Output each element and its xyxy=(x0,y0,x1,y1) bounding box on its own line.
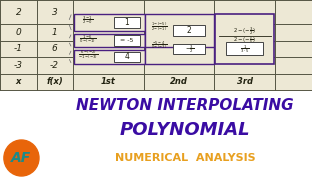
Bar xyxy=(0,0,312,90)
Text: POLYNOMIAL: POLYNOMIAL xyxy=(120,121,251,139)
Text: 2: 2 xyxy=(16,8,21,17)
FancyBboxPatch shape xyxy=(114,52,140,62)
FancyBboxPatch shape xyxy=(215,14,275,64)
Text: $\frac{6-(-2)}{-1-(-3)}$: $\frac{6-(-2)}{-1-(-3)}$ xyxy=(78,48,98,60)
FancyBboxPatch shape xyxy=(114,17,140,28)
Text: NUMERICAL  ANALYSIS: NUMERICAL ANALYSIS xyxy=(115,153,256,163)
Text: 2nd: 2nd xyxy=(171,77,188,86)
Text: f(x): f(x) xyxy=(46,77,63,86)
Text: 1st: 1st xyxy=(101,77,116,86)
Text: 3: 3 xyxy=(52,8,58,17)
Text: $\frac{1-(-5)}{2-(-1)}$: $\frac{1-(-5)}{2-(-1)}$ xyxy=(151,21,167,32)
FancyBboxPatch shape xyxy=(145,14,214,47)
Text: 1: 1 xyxy=(124,18,129,27)
Text: $\frac{1}{3\cdot5}$: $\frac{1}{3\cdot5}$ xyxy=(240,43,250,55)
Text: NEWTON INTERPOLATING: NEWTON INTERPOLATING xyxy=(76,98,294,112)
Text: 1: 1 xyxy=(52,28,58,37)
FancyBboxPatch shape xyxy=(114,35,140,46)
Text: $2-(-\frac{3}{2})$: $2-(-\frac{3}{2})$ xyxy=(233,25,256,37)
Text: $\frac{1-6}{0-(-1)}$: $\frac{1-6}{0-(-1)}$ xyxy=(79,33,96,44)
Text: -3: -3 xyxy=(14,61,23,70)
Text: = -5: = -5 xyxy=(120,38,133,43)
Text: 4: 4 xyxy=(124,52,129,61)
Text: 0: 0 xyxy=(16,28,21,37)
FancyBboxPatch shape xyxy=(74,50,145,64)
FancyBboxPatch shape xyxy=(226,42,263,55)
Text: $-\frac{3}{2}$: $-\frac{3}{2}$ xyxy=(185,43,194,55)
Text: 3rd: 3rd xyxy=(237,77,253,86)
Text: 6: 6 xyxy=(52,44,58,53)
FancyBboxPatch shape xyxy=(173,44,205,54)
FancyBboxPatch shape xyxy=(145,34,214,64)
FancyBboxPatch shape xyxy=(74,14,145,31)
Text: $2-(-\frac{c}{5})$: $2-(-\frac{c}{5})$ xyxy=(233,35,256,46)
Text: $\frac{-5-4}{0-(-3)}$: $\frac{-5-4}{0-(-3)}$ xyxy=(151,39,167,50)
FancyBboxPatch shape xyxy=(173,25,205,36)
Bar xyxy=(0,90,312,180)
Text: x: x xyxy=(16,77,21,86)
Text: 2: 2 xyxy=(187,26,191,35)
Text: AF: AF xyxy=(11,151,32,165)
Text: -1: -1 xyxy=(14,44,23,53)
Circle shape xyxy=(4,140,39,176)
Text: -2: -2 xyxy=(50,61,59,70)
FancyBboxPatch shape xyxy=(74,34,145,47)
Text: $\frac{3-1}{2-0}$: $\frac{3-1}{2-0}$ xyxy=(82,14,93,26)
